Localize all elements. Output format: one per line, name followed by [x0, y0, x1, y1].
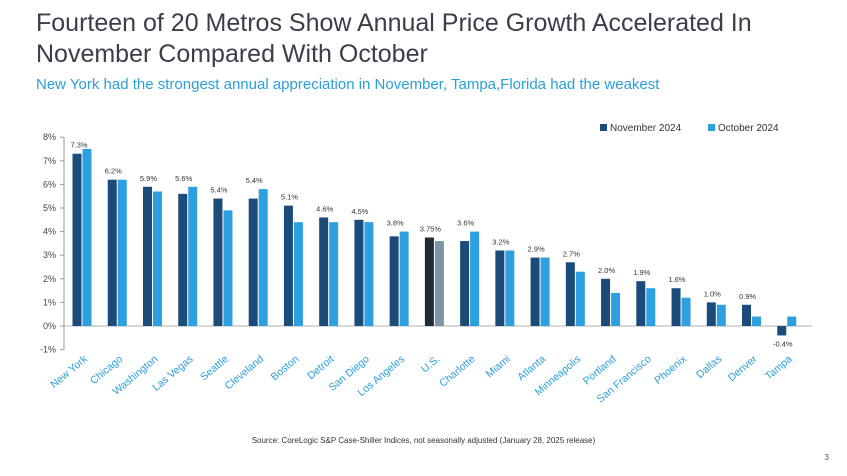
x-tick-label: Dallas — [694, 353, 724, 381]
data-label: 3.2% — [492, 237, 509, 246]
october-bar — [681, 297, 691, 326]
x-tick-label: Tampa — [763, 353, 795, 383]
x-tick-label: U.S. — [419, 353, 442, 375]
november-bar — [248, 198, 258, 326]
y-tick-label: 4% — [43, 227, 56, 237]
x-tick-label: Seattle — [198, 353, 231, 383]
x-tick-label: Cleveland — [223, 353, 267, 392]
x-tick-label: Boston — [269, 353, 302, 383]
october-bar — [399, 231, 409, 326]
october-bar — [540, 257, 550, 326]
data-label: 2.9% — [528, 245, 545, 254]
october-bar — [223, 210, 233, 326]
legend-label-october: October 2024 — [718, 123, 779, 134]
source-note: Source: CoreLogic S&P Case-Shiller Indic… — [251, 436, 596, 445]
x-tick-label: New York — [48, 353, 90, 391]
data-label: -0.4% — [773, 339, 793, 348]
november-bar — [706, 302, 716, 326]
chart-subtitle: New York had the strongest annual apprec… — [36, 76, 660, 93]
october-bar — [82, 149, 92, 326]
data-label: 5.1% — [281, 193, 298, 202]
data-label: 3.8% — [387, 219, 404, 228]
november-bar — [142, 186, 152, 326]
november-bar — [107, 179, 117, 326]
data-label: 2.7% — [563, 249, 580, 258]
october-bar — [434, 241, 444, 326]
data-label: 5.9% — [140, 174, 157, 183]
legend-swatch-november — [600, 124, 607, 131]
y-tick-label: 1% — [43, 297, 56, 307]
data-label: 1.0% — [704, 289, 721, 298]
y-tick-label: 8% — [43, 132, 56, 142]
legend-label-november: November 2024 — [610, 123, 682, 134]
november-bar — [424, 237, 434, 326]
november-bar — [283, 205, 293, 326]
november-bar — [636, 281, 646, 326]
legend: November 2024 October 2024 — [600, 123, 779, 134]
november-bar — [460, 241, 470, 326]
october-bar — [575, 271, 585, 326]
november-bar — [565, 262, 575, 326]
y-tick-label: 7% — [43, 156, 56, 166]
october-bar — [505, 250, 515, 326]
october-bar — [752, 316, 762, 326]
y-tick-label: 3% — [43, 250, 56, 260]
data-label: 0.9% — [739, 292, 756, 301]
data-label: 1.9% — [633, 268, 650, 277]
november-bar — [72, 153, 82, 326]
data-label: 4.6% — [316, 204, 333, 213]
data-label: 6.2% — [105, 167, 122, 176]
x-tick-label: Atlanta — [515, 353, 548, 383]
november-bar — [601, 278, 611, 326]
x-tick-label: Detroit — [305, 353, 336, 382]
november-bar — [671, 288, 681, 326]
october-bar — [364, 222, 374, 326]
data-label: 2.0% — [598, 266, 615, 275]
y-tick-label: 0% — [43, 321, 56, 331]
november-bar — [389, 236, 399, 326]
data-label: 7.3% — [70, 141, 87, 150]
november-bar — [530, 257, 540, 326]
october-bar — [329, 222, 339, 326]
october-bar — [787, 316, 797, 326]
y-tick-label: 6% — [43, 179, 56, 189]
legend-swatch-october — [708, 124, 715, 131]
data-label: 4.5% — [351, 207, 368, 216]
x-tick-label: Phoenix — [652, 353, 689, 387]
data-label: 5.6% — [175, 174, 192, 183]
y-tick-label: 5% — [43, 203, 56, 213]
page-number: 3 — [824, 453, 829, 462]
november-bar — [178, 193, 188, 326]
october-bar — [117, 179, 127, 326]
october-bar — [188, 186, 198, 326]
y-tick-label: -1% — [40, 345, 56, 355]
data-label: 5.4% — [210, 186, 227, 195]
october-bar — [646, 288, 656, 326]
bars — [72, 149, 797, 336]
data-label: 1.6% — [668, 275, 685, 284]
october-bar — [470, 231, 480, 326]
data-label: 5.4% — [246, 176, 263, 185]
data-label: 3.75% — [420, 225, 442, 234]
november-bar — [213, 198, 223, 326]
october-bar — [293, 222, 303, 326]
november-bar — [742, 304, 752, 326]
october-bar — [611, 292, 621, 326]
november-bar — [354, 219, 364, 326]
data-label: 3.6% — [457, 219, 474, 228]
october-bar — [716, 304, 726, 326]
x-tick-label: Miami — [484, 353, 513, 380]
chart-title: Fourteen of 20 Metros Show Annual Price … — [36, 9, 752, 68]
x-tick-label: Charlotte — [437, 353, 477, 390]
x-tick-label: Denver — [726, 353, 760, 384]
y-tick-label: 2% — [43, 274, 56, 284]
october-bar — [152, 191, 162, 326]
november-bar — [495, 250, 505, 326]
november-bar — [777, 326, 787, 336]
data-labels: 7.3% 6.2% 5.9% 5.6% 5.4% 5.4% 5.1% 4.6% 4.5% 3.8%… — [70, 141, 792, 349]
october-bar — [258, 189, 268, 326]
november-bar — [319, 217, 329, 326]
